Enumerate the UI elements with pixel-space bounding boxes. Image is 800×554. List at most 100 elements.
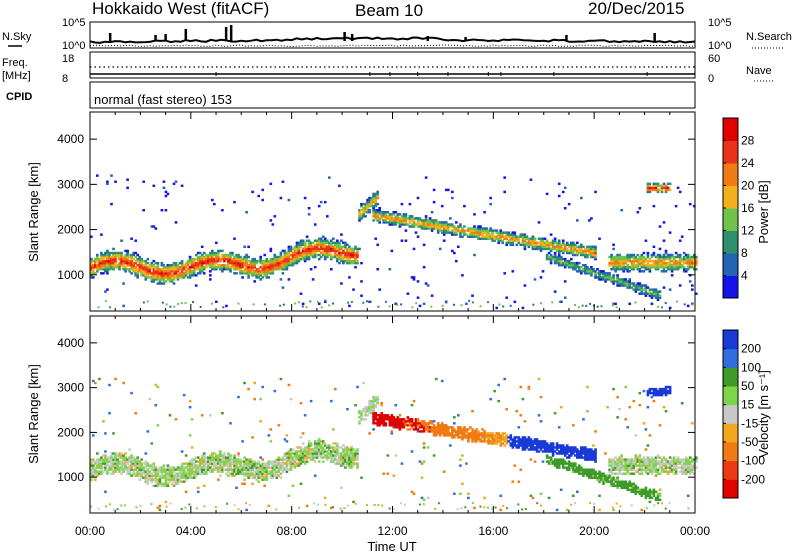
echo-cell	[654, 259, 658, 263]
echo-cell	[586, 448, 589, 451]
echo-cell	[104, 456, 107, 459]
echo-cell	[664, 255, 668, 259]
echo-cell	[309, 249, 313, 253]
echo-cell	[519, 385, 523, 389]
echo-cell	[148, 268, 152, 271]
echo-cell	[660, 270, 664, 273]
echo-cell	[152, 468, 156, 471]
echo-cell	[352, 448, 355, 451]
echo-cell	[344, 452, 347, 455]
echo-cell	[616, 264, 619, 267]
echo-cell	[348, 251, 351, 255]
echo-cell	[130, 468, 133, 471]
echo-cell	[610, 460, 613, 463]
echo-cell	[570, 446, 573, 449]
echo-cell	[527, 237, 531, 240]
echo-cell	[188, 274, 192, 277]
echo-cell	[610, 278, 613, 281]
echo-cell	[426, 225, 430, 228]
echo-cell	[164, 468, 168, 471]
echo-cell	[323, 454, 327, 457]
echo-cell	[223, 456, 226, 459]
echo-cell	[606, 278, 609, 281]
echo-cell	[372, 213, 375, 216]
echo-cell	[628, 462, 632, 465]
echo-cell	[598, 274, 601, 277]
echo-cell	[670, 255, 674, 259]
echo-cell	[430, 223, 434, 226]
echo-cell	[98, 466, 101, 469]
echo-cell	[243, 478, 246, 481]
echo-cell	[108, 383, 111, 387]
echo-cell	[511, 239, 515, 242]
echo-cell	[678, 239, 682, 242]
echo-cell	[110, 202, 113, 206]
echo-cell	[598, 472, 601, 475]
echo-cell	[676, 264, 680, 267]
echo-cell	[330, 245, 333, 249]
echo-cell	[451, 229, 454, 232]
echo-cell	[408, 215, 412, 218]
echo-cell	[557, 249, 561, 253]
echo-cell	[440, 204, 444, 208]
echo-cell	[618, 484, 622, 488]
echo-cell	[479, 229, 482, 232]
echo-cell	[580, 253, 583, 257]
echo-cell	[404, 239, 408, 242]
echo-cell	[622, 468, 626, 471]
echo-cell	[315, 243, 319, 247]
echo-cell	[219, 249, 222, 253]
echo-cell	[531, 247, 535, 251]
echo-cell	[158, 466, 162, 469]
echo-cell	[122, 257, 125, 261]
echo-cell	[241, 259, 244, 263]
echo-cell	[170, 278, 174, 281]
echo-cell	[138, 257, 142, 261]
echo-cell	[221, 454, 224, 457]
cpid-strip-panel: CPID normal (fast stereo) 153	[6, 81, 696, 109]
echo-cell	[100, 466, 103, 469]
echo-cell	[178, 274, 182, 277]
echo-cell	[282, 303, 285, 306]
echo-cell	[404, 213, 408, 216]
echo-cell	[108, 259, 111, 263]
echo-cell	[299, 448, 303, 451]
echo-cell	[126, 458, 129, 461]
echo-cell	[628, 257, 632, 261]
echo-cell	[319, 200, 323, 204]
echo-cell	[202, 272, 206, 275]
echo-cell	[523, 448, 527, 451]
echo-cell	[612, 257, 615, 261]
echo-cell	[388, 217, 392, 220]
echo-cell	[416, 223, 420, 226]
echo-cell	[134, 239, 138, 242]
echo-cell	[549, 462, 553, 465]
echo-cell	[374, 202, 378, 206]
echo-cell	[551, 247, 555, 251]
echo-cell	[172, 468, 176, 471]
echo-cell	[390, 414, 394, 417]
echo-cell	[334, 448, 337, 451]
echo-cell	[565, 247, 569, 251]
echo-cell	[211, 198, 214, 202]
echo-cell	[693, 264, 696, 267]
echo-cell	[503, 235, 507, 238]
echo-cell	[291, 251, 295, 255]
echo-cell	[557, 261, 561, 265]
echo-cell	[174, 221, 178, 224]
echo-cell	[582, 452, 585, 455]
echo-cell	[592, 456, 595, 459]
echo-cell	[511, 241, 515, 245]
echo-cell	[686, 253, 690, 257]
echo-cell	[275, 474, 279, 477]
echo-cell	[553, 464, 557, 467]
echo-cell	[580, 266, 583, 269]
echo-cell	[634, 488, 638, 492]
echo-cell	[303, 456, 307, 459]
echo-cell	[557, 243, 561, 247]
echo-cell	[374, 412, 378, 415]
echo-cell	[642, 284, 646, 287]
noise-left-tick-top: 10^5	[62, 17, 86, 29]
echo-cell	[217, 253, 220, 257]
echo-cell	[501, 434, 505, 437]
